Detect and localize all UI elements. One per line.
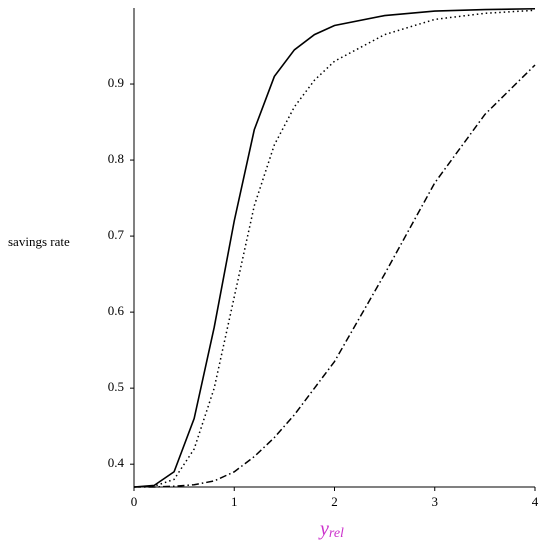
x-axis-label-main: y <box>318 518 329 540</box>
x-tick-label: 2 <box>331 494 338 509</box>
y-axis-label: savings rate <box>8 234 70 249</box>
y-tick-label: 0.6 <box>108 303 125 318</box>
line-series <box>134 64 536 488</box>
y-tick-label: 0.5 <box>108 379 124 394</box>
x-tick-label: 1 <box>231 494 238 509</box>
line-series <box>133 9 536 488</box>
y-tick-label: 0.9 <box>108 75 124 90</box>
x-axis-label: yrel <box>318 518 344 542</box>
y-tick-label: 0.7 <box>108 227 125 242</box>
x-tick-label: 3 <box>432 494 439 509</box>
x-axis-label-sub: rel <box>329 526 344 541</box>
y-tick-label: 0.4 <box>108 455 125 470</box>
x-tick-label: 0 <box>131 494 138 509</box>
x-tick-label: 4 <box>532 494 539 509</box>
line-series <box>133 7 536 488</box>
y-tick-label: 0.8 <box>108 151 124 166</box>
